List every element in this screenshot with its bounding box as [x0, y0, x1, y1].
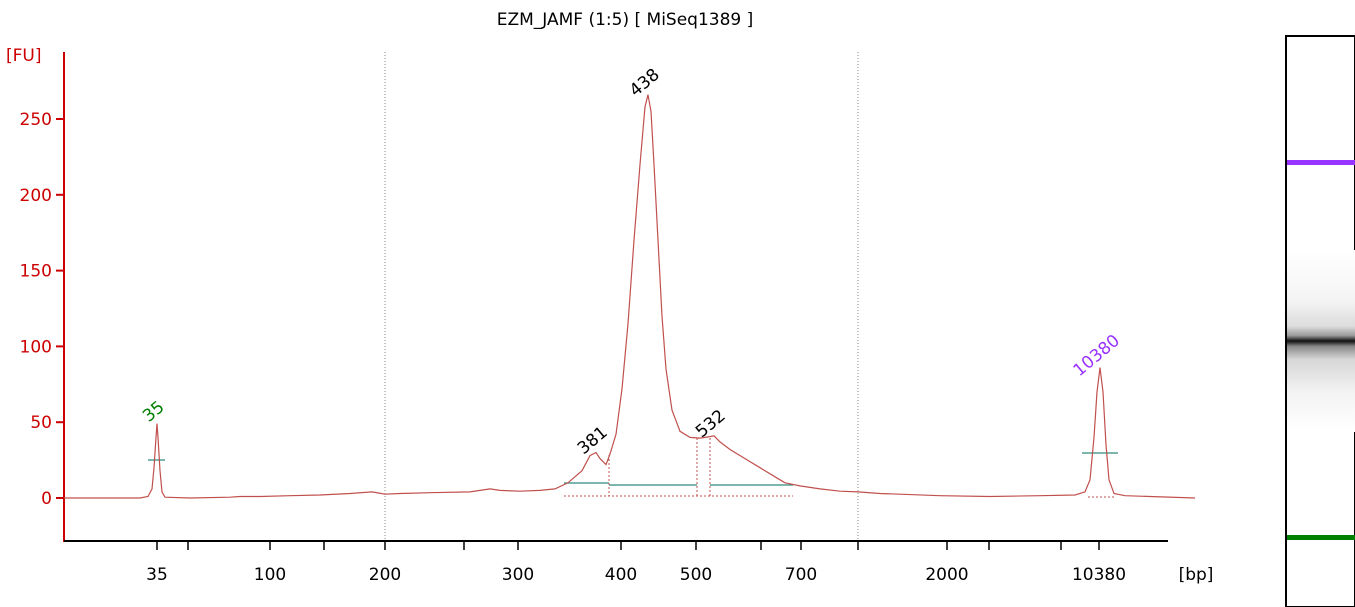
x-tick-label: 700 — [785, 565, 817, 585]
gel-image — [1285, 35, 1355, 607]
x-tick-label: 400 — [605, 565, 637, 585]
x-tick-label: 100 — [254, 565, 286, 585]
y-tick-label: 0 — [41, 489, 52, 509]
gel-band-lower-marker — [1287, 535, 1355, 540]
y-axis-label: [FU] — [6, 46, 42, 66]
x-tick-label: 2000 — [925, 565, 968, 585]
x-axis-label: [bp] — [1179, 565, 1214, 585]
x-tick-label: 10380 — [1072, 565, 1126, 585]
gel-band-upper-marker — [1287, 160, 1355, 165]
y-tick-label: 200 — [20, 186, 52, 206]
chart-title: EZM_JAMF (1:5) [ MiSeq1389 ] — [497, 10, 754, 30]
y-tick-label: 50 — [30, 413, 52, 433]
x-tick-label: 200 — [369, 565, 401, 585]
gel-band-sample — [1287, 250, 1355, 432]
peak-label: 438 — [626, 65, 664, 101]
peak-labels: 35 381 438 532 10380 — [139, 65, 1124, 459]
y-axis-ticks: 0 50 100 150 200 250 — [20, 110, 64, 509]
y-tick-label: 100 — [20, 337, 52, 357]
x-axis-ticks: 35 100 200 300 400 500 700 2000 10380 — [146, 541, 1126, 585]
y-tick-label: 250 — [20, 110, 52, 130]
x-tick-label: 300 — [502, 565, 534, 585]
signal-trace — [64, 94, 1196, 499]
x-tick-label: 500 — [680, 565, 712, 585]
peak-label: 10380 — [1070, 331, 1124, 381]
x-tick-label: 35 — [146, 565, 168, 585]
y-tick-label: 150 — [20, 262, 52, 282]
peak-label: 381 — [574, 423, 612, 459]
peak-label: 35 — [139, 397, 168, 426]
peak-regions — [148, 438, 1118, 498]
peak-label: 532 — [692, 406, 730, 442]
